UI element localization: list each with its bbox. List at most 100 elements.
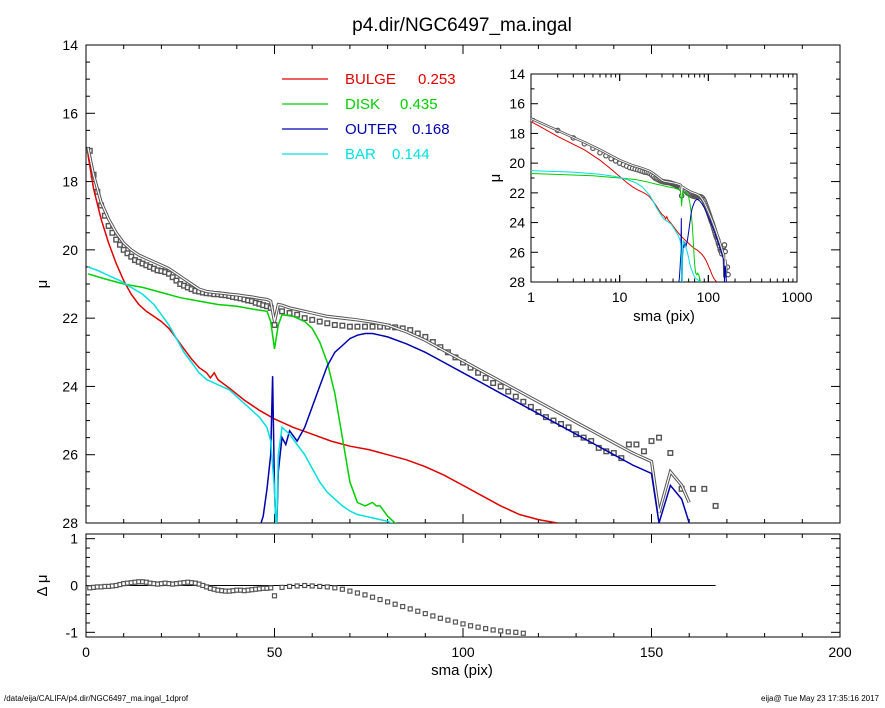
- residual-point: [460, 621, 466, 627]
- y-tick-label: 28: [62, 515, 78, 531]
- residual-point: [332, 585, 338, 591]
- residual-point: [309, 583, 315, 589]
- residual-point: [317, 583, 323, 590]
- residual-point: [490, 627, 496, 633]
- residual-point: [279, 584, 285, 590]
- data-point: [701, 485, 708, 492]
- y-tick-label: 22: [62, 310, 78, 326]
- residual-plot-area: [87, 579, 526, 636]
- residual-point: [286, 583, 293, 590]
- inset-x-tick-label: 1: [527, 289, 535, 305]
- residual-point: [392, 601, 398, 607]
- x-tick-label: 0: [82, 644, 90, 660]
- inset-series-disk-line: [531, 173, 702, 282]
- residual-point: [498, 628, 504, 634]
- inset-y-tick-label: 26: [509, 244, 525, 260]
- data-point: [331, 321, 338, 328]
- inset-x-tick-label: 100: [697, 289, 721, 305]
- residual-point: [362, 592, 368, 598]
- data-point: [346, 323, 353, 330]
- residual-point: [483, 625, 489, 632]
- legend-label-disk: DISK: [345, 96, 380, 113]
- legend-label-bulge: BULGE: [345, 71, 396, 88]
- footer-path: /data/eija/CALIFA/p4.dir/NGC6497_ma.inga…: [4, 694, 189, 703]
- inset-data-point: [721, 242, 728, 248]
- inset-series-bulge-line: [531, 121, 718, 282]
- residual-point: [475, 624, 481, 630]
- inset-y-tick-label: 18: [509, 125, 525, 141]
- data-point: [173, 277, 180, 284]
- resid-y-tick-label: 0: [70, 578, 78, 594]
- x-axis-label: sma (pix): [431, 662, 493, 679]
- inset-series-bar-line: [531, 170, 701, 282]
- data-point: [656, 434, 663, 441]
- resid-y-axis-label: Δ μ: [34, 574, 51, 596]
- residual-point: [385, 599, 391, 605]
- data-point: [169, 274, 176, 281]
- residual-point: [505, 629, 511, 635]
- data-point: [113, 236, 120, 243]
- y-tick-label: 26: [62, 447, 78, 463]
- inset-y-tick-label: 20: [509, 155, 525, 171]
- data-point: [316, 318, 323, 325]
- data-point: [116, 241, 123, 248]
- residual-point: [268, 585, 274, 591]
- x-tick-label: 100: [451, 644, 475, 660]
- y-tick-label: 24: [62, 378, 78, 394]
- residual-point: [369, 594, 376, 600]
- data-point: [482, 374, 489, 381]
- series-model-line: [87, 147, 690, 513]
- data-point: [286, 310, 293, 317]
- legend-value-disk: 0.435: [400, 96, 438, 113]
- inset-x-axis-label: sma (pix): [633, 308, 695, 325]
- inset-y-tick-label: 14: [509, 66, 525, 82]
- inset-plot-area: [531, 117, 731, 282]
- main-plot-area: [86, 147, 719, 523]
- residual-point: [377, 596, 383, 603]
- data-point: [689, 485, 696, 492]
- inset-y-tick-label: 28: [509, 274, 525, 290]
- data-point: [271, 321, 278, 328]
- footer-timestamp: eija@ Tue May 23 17:35:16 2017: [761, 694, 879, 703]
- inset-log-panel: 14 16 18 20 22 24 26 281 10 100 1000 sma (pix) μ: [487, 66, 813, 325]
- inset-y-axis-label: μ: [487, 174, 504, 183]
- residual-point: [302, 582, 308, 589]
- data-point: [324, 320, 331, 327]
- inset-y-tick-label: 16: [509, 96, 525, 112]
- residual-point: [513, 629, 519, 635]
- data-point: [640, 448, 647, 455]
- data-point: [339, 322, 346, 329]
- legend-value-bulge: 0.253: [418, 71, 456, 88]
- residual-point: [415, 608, 421, 614]
- data-point: [633, 441, 640, 448]
- data-point: [120, 246, 127, 253]
- residual-point: [354, 590, 361, 596]
- residual-point: [294, 583, 300, 589]
- y-axis-label: μ: [34, 280, 51, 289]
- residual-point: [407, 606, 413, 612]
- y-tick-label: 18: [62, 174, 78, 190]
- residual-point: [422, 610, 428, 617]
- residual-point: [520, 630, 526, 636]
- series-bar-line: [87, 266, 394, 523]
- data-point: [361, 323, 368, 330]
- data-point: [490, 380, 497, 387]
- inset-y-tick-label: 22: [509, 185, 525, 201]
- inset-y-tick-label: 24: [509, 215, 525, 231]
- data-point: [712, 502, 719, 509]
- x-tick-label: 200: [828, 644, 852, 660]
- residual-point: [437, 615, 443, 621]
- data-point: [625, 441, 632, 448]
- legend-label-outer: OUTER: [345, 121, 398, 138]
- data-point: [354, 323, 361, 330]
- chart-title: p4.dir/NGC6497_ma.ingal: [352, 15, 572, 36]
- inset-x-tick-label: 1000: [781, 289, 812, 305]
- residual-point: [452, 619, 459, 625]
- data-point: [294, 311, 301, 318]
- residual-point: [467, 623, 474, 629]
- y-tick-label: 14: [62, 37, 78, 53]
- legend-value-outer: 0.168: [412, 121, 450, 138]
- data-point: [505, 388, 512, 395]
